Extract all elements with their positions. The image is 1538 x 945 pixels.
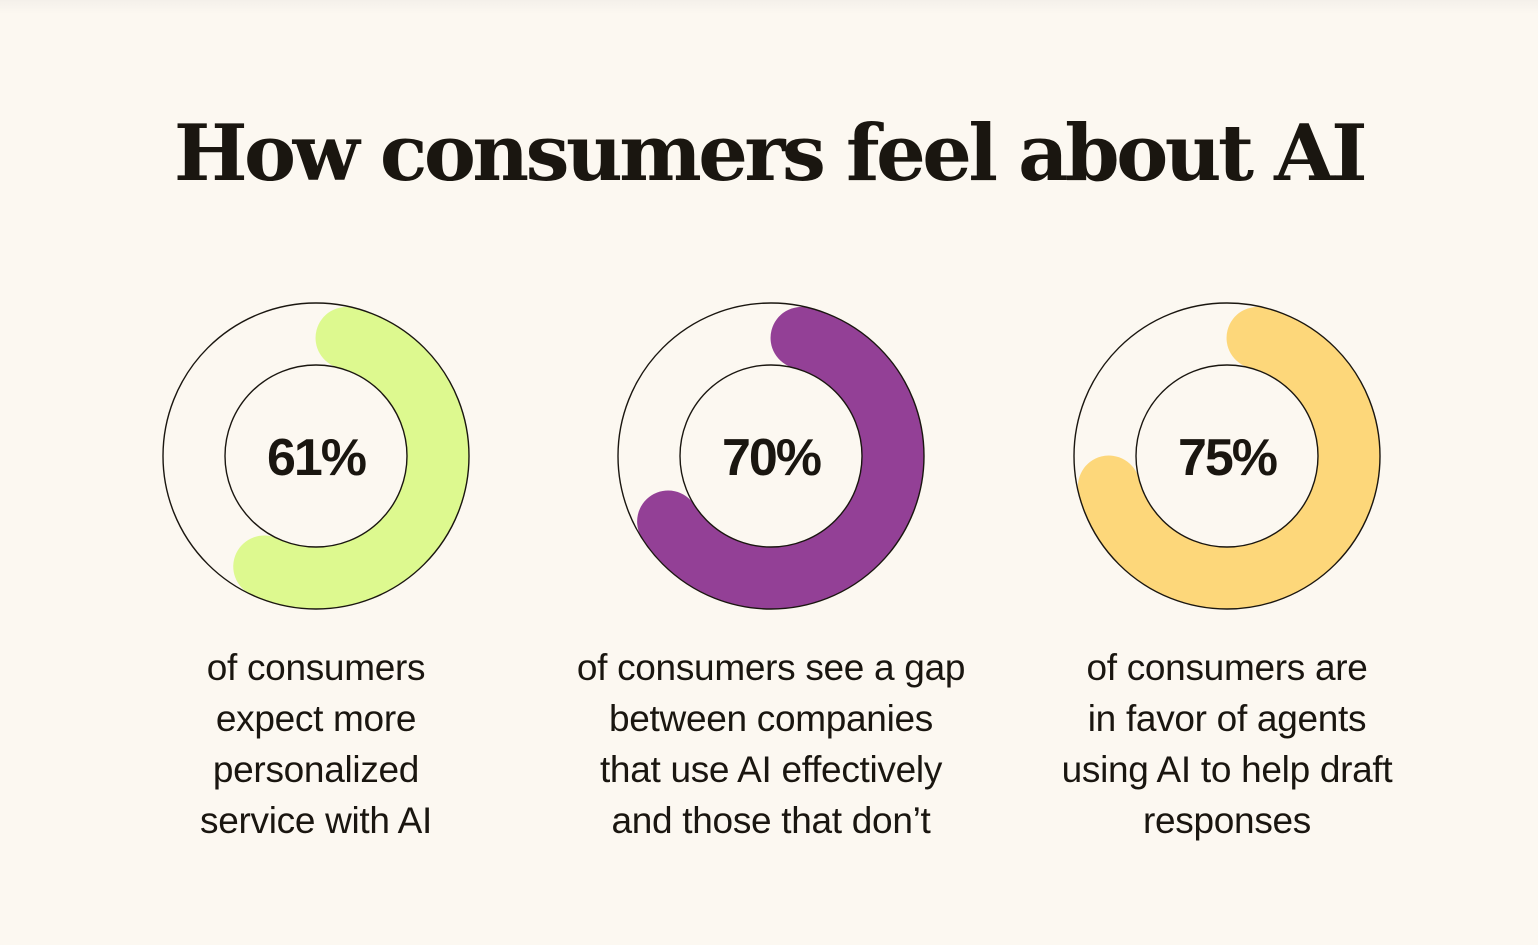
stat-description-1: of consumers expect more personalized se…	[200, 647, 432, 841]
donut-chart-3: 75%	[1073, 302, 1381, 610]
donut-outer-ring-3	[1073, 302, 1381, 610]
stat-card-1: 61% of consumers expect more personalize…	[86, 300, 546, 846]
donut-value-label-2: 70%	[722, 429, 821, 487]
donut-chart-2: 70%	[617, 302, 925, 610]
donut-value-label-1: 61%	[267, 429, 366, 487]
donut-inner-ring-1	[224, 364, 408, 548]
donut-arc-3	[1077, 306, 1380, 609]
donut-outer-ring-2	[617, 302, 925, 610]
page-title: How consumers feel about AI	[173, 108, 1368, 199]
donut-value-label-3: 75%	[1178, 429, 1277, 487]
donut-inner-ring-2	[679, 364, 863, 548]
donut-inner-ring-3	[1135, 364, 1319, 548]
donut-outer-ring-1	[162, 302, 470, 610]
donut-arc-1	[233, 306, 469, 609]
donut-chart-1: 61%	[162, 302, 470, 610]
donut-arc-2	[637, 306, 924, 609]
stat-card-2: 70% of consumers see a gap between compa…	[541, 300, 1001, 846]
stat-description-2: of consumers see a gap between companies…	[576, 647, 966, 841]
stat-card-3: 75% of consumers are in favor of agents …	[997, 300, 1457, 846]
stat-description-3: of consumers are in favor of agents usin…	[1061, 647, 1393, 841]
